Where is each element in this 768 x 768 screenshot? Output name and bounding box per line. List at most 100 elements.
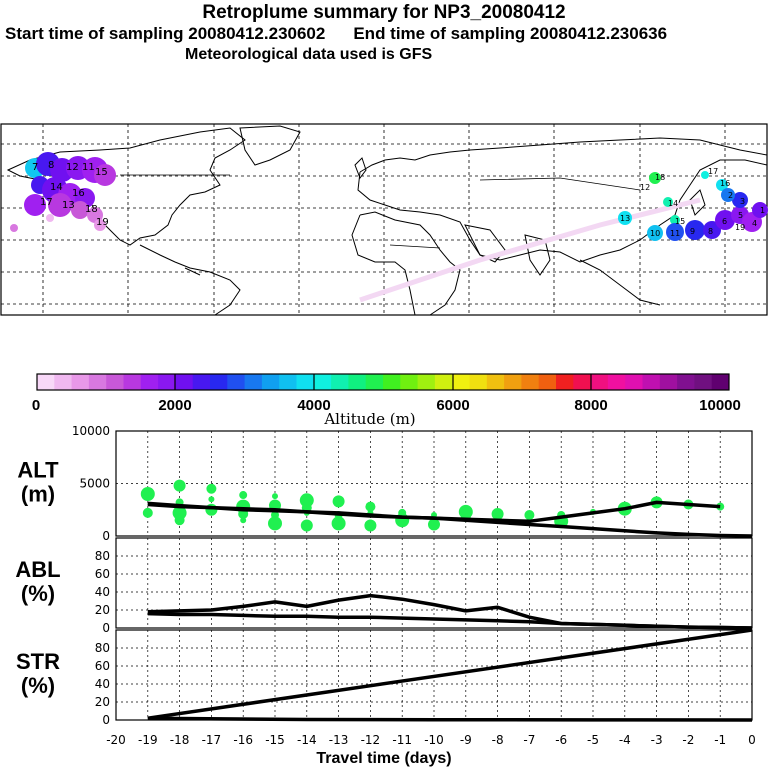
y-tick-label: 0 xyxy=(102,529,110,543)
x-tick-label: -6 xyxy=(555,733,567,747)
plume-label: 2 xyxy=(728,191,733,200)
altitude-dot xyxy=(140,487,155,501)
y-tick-label: 40 xyxy=(95,677,110,691)
x-tick-label: -3 xyxy=(651,733,663,747)
colorbar-cell xyxy=(365,374,384,390)
y-tick-label: 0 xyxy=(102,713,110,727)
plume-bubble xyxy=(46,214,54,222)
plume-label: 16 xyxy=(720,179,730,188)
colorbar-cell xyxy=(417,374,436,390)
altitude-dot xyxy=(364,519,377,532)
colorbar-cell xyxy=(573,374,592,390)
plume-bubble xyxy=(732,192,748,208)
plume-bubble xyxy=(618,211,632,225)
colorbar-cell xyxy=(400,374,419,390)
plume-bubble xyxy=(685,220,705,240)
x-tick-label: -19 xyxy=(138,733,158,747)
plume-label: 4 xyxy=(752,219,757,228)
plume-label: 11 xyxy=(82,162,95,173)
plume-label: 7 xyxy=(32,162,38,173)
x-tick-label: -20 xyxy=(106,733,126,747)
plume-label: 14 xyxy=(668,199,678,208)
plume-bubble xyxy=(701,171,709,179)
colorbar-cell xyxy=(625,374,643,390)
altitude-dot xyxy=(272,493,278,500)
y-tick-label: 0 xyxy=(102,621,110,635)
x-tick-label: -10 xyxy=(424,733,444,747)
colorbar-cell xyxy=(348,374,367,390)
x-tick-label: -17 xyxy=(202,733,222,747)
series-line xyxy=(147,593,753,630)
plume-bubble xyxy=(752,202,768,218)
panel-abl: 0 20 40 60 80 ABL(%) xyxy=(15,537,753,635)
plume-label: 19 xyxy=(96,217,109,228)
altitude-dot xyxy=(300,519,313,532)
colorbar-tick-label: 10000 xyxy=(699,397,741,414)
plume-bubble xyxy=(663,197,673,207)
plume-label: 3 xyxy=(740,197,745,206)
plume-bubble xyxy=(721,188,735,202)
y-axis-unit: (%) xyxy=(21,581,55,606)
colorbar-cell xyxy=(521,374,540,390)
y-axis-label: ALT xyxy=(17,458,59,483)
plume-bubble xyxy=(48,193,72,217)
plume-bubble xyxy=(71,201,89,219)
colorbar-tick-label: 8000 xyxy=(574,397,607,414)
plume-label: 14 xyxy=(50,182,63,193)
plume-bubble xyxy=(94,164,116,186)
x-tick-label: -12 xyxy=(361,733,381,747)
altitude-dot xyxy=(299,493,314,508)
colorbar-cell xyxy=(331,374,349,390)
altitude-dot xyxy=(142,507,153,518)
y-axis-unit: (%) xyxy=(21,673,55,698)
plume-label: 17 xyxy=(708,167,718,176)
colorbar-cell xyxy=(244,374,263,390)
colorbar-cell xyxy=(469,374,488,390)
altitude-dot xyxy=(331,516,346,531)
colorbar-cell xyxy=(279,374,297,390)
colorbar-cell xyxy=(538,374,557,390)
colorbar-cell xyxy=(106,374,124,390)
plume-bubble xyxy=(666,223,684,241)
colorbar-cell xyxy=(37,374,55,390)
x-tick-label: -13 xyxy=(329,733,349,747)
y-tick-label: 5000 xyxy=(79,477,110,491)
y-tick-label: 40 xyxy=(95,585,110,599)
plume-label: 16 xyxy=(72,188,85,199)
plume-trail xyxy=(359,197,701,303)
colorbar-cell xyxy=(642,374,661,390)
colorbar-cell xyxy=(210,374,228,390)
plume-label: 19 xyxy=(735,223,745,232)
x-tick-label: -16 xyxy=(233,733,253,747)
colorbar-cell xyxy=(434,374,453,390)
panel-frame xyxy=(115,430,753,537)
colorbar-cell xyxy=(227,374,246,390)
x-tick-label: -4 xyxy=(619,733,631,747)
plume-label: 12 xyxy=(640,183,650,192)
colorbar-cell xyxy=(261,374,280,390)
colorbar-cells xyxy=(37,374,730,390)
panel-alt: 0 5000 10000 ALT(m) xyxy=(17,424,753,543)
colorbar-cell xyxy=(54,374,73,390)
y-tick-label: 60 xyxy=(95,567,110,581)
altitude-dot xyxy=(173,479,186,492)
time-series-panels: 0500010000ALT(m)020406080ABL(%)020406080… xyxy=(15,424,755,767)
colorbar-cell xyxy=(694,374,713,390)
plume-bubble xyxy=(10,224,18,232)
plume-label: 18 xyxy=(85,204,98,215)
plume-bubble xyxy=(716,179,728,191)
altitude-colorbar: 0 2000 4000 6000 8000 10000 Altitude (m) xyxy=(32,373,741,428)
plume-cluster-west: 7 8 12 11 15 14 16 17 13 18 19 xyxy=(10,152,116,232)
altitude-dot xyxy=(172,505,187,520)
colorbar-cell xyxy=(659,374,678,390)
altitude-dot xyxy=(239,491,248,500)
plume-bubble xyxy=(670,215,680,225)
altitude-dot xyxy=(240,517,247,524)
x-tick-label: -8 xyxy=(492,733,504,747)
plume-label: 11 xyxy=(670,229,680,238)
end-time-label: End time of sampling 20080412.230636 xyxy=(353,24,668,43)
x-axis-label: Travel time (days) xyxy=(316,750,451,767)
